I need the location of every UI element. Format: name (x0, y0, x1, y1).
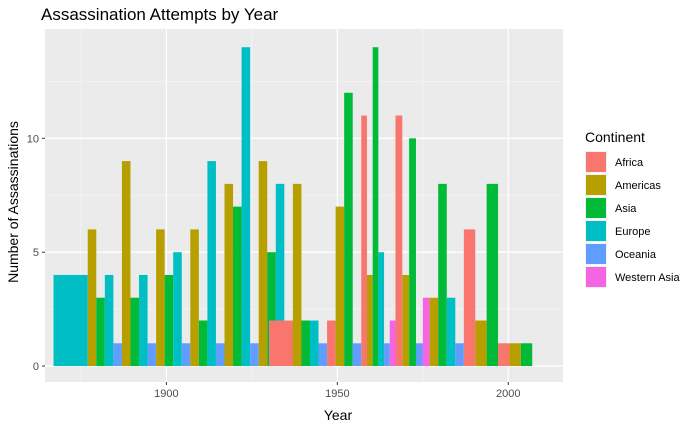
legend: Continent Africa Americas Asia Europe Oceani… (585, 129, 680, 288)
bar-europe (207, 161, 216, 367)
bar-europe (275, 183, 285, 367)
x-tick-label: 1900 (154, 388, 178, 400)
bar-asia (409, 138, 416, 367)
legend-item-oceania: Oceania (585, 243, 657, 265)
bar-asia (96, 297, 105, 367)
bar-oceania (147, 343, 157, 367)
bar-asia (267, 252, 276, 367)
y-tick-label: 10 (27, 133, 39, 145)
bar-asia (438, 183, 447, 367)
y-tick-label: 0 (33, 361, 39, 373)
legend-item-africa: Africa (585, 151, 644, 173)
x-axis-title: Year (324, 407, 353, 423)
y-axis-title: Number of Assassinations (5, 121, 21, 283)
bar-western-asia (422, 297, 430, 367)
x-tick-label: 1950 (325, 388, 349, 400)
legend-label: Africa (615, 157, 644, 169)
legend-item-europe: Europe (585, 220, 650, 242)
bar-americas (258, 161, 268, 367)
bar-asia (486, 183, 499, 367)
legend-swatch (586, 244, 606, 264)
bar-americas (190, 229, 199, 367)
legend-label: Western Asia (615, 272, 680, 284)
legend-label: Asia (615, 203, 637, 215)
bar-oceania (250, 343, 259, 367)
bar-europe (446, 297, 456, 367)
bar-americas (335, 206, 345, 367)
bar-asia (164, 274, 174, 367)
y-tick-label: 5 (33, 247, 39, 259)
bar-oceania (113, 343, 122, 367)
legend-label: Europe (615, 226, 650, 238)
y-axis: 0 5 10 (27, 133, 45, 373)
bar-africa (327, 320, 336, 367)
legend-swatch (586, 175, 606, 195)
legend-item-americas: Americas (585, 174, 661, 196)
bar-africa (361, 115, 367, 367)
bar-americas (224, 183, 234, 367)
bar-americas (402, 274, 410, 367)
bar-oceania (181, 343, 191, 367)
bar-americas (292, 183, 302, 367)
legend-title: Continent (585, 129, 645, 145)
legend-item-asia: Asia (585, 197, 637, 219)
bar-americas (121, 161, 131, 367)
bar-americas (366, 274, 373, 367)
bar-oceania (318, 343, 328, 367)
bar-oceania (384, 343, 390, 367)
bar-europe (53, 274, 88, 367)
bar-americas (475, 320, 487, 367)
bar-oceania (455, 343, 464, 367)
bar-europe (378, 252, 385, 367)
bar-oceania (415, 343, 423, 367)
bar-asia (372, 47, 379, 367)
bar-africa (395, 115, 403, 367)
bar-europe (173, 252, 182, 367)
bar-asia (198, 320, 208, 367)
bar-asia (344, 92, 353, 367)
bar-americas (429, 297, 439, 367)
bar-americas (87, 229, 97, 367)
bar-western-asia (389, 320, 396, 367)
x-tick-label: 2000 (496, 388, 520, 400)
legend-swatch (586, 198, 606, 218)
legend-label: Americas (615, 180, 661, 192)
bar-asia (301, 320, 310, 367)
bar-asia (520, 343, 533, 367)
bar-europe (139, 274, 148, 367)
legend-swatch (586, 267, 606, 287)
bar-oceania (215, 343, 225, 367)
legend-swatch (586, 221, 606, 241)
bar-oceania (352, 343, 362, 367)
bar-asia (233, 206, 242, 367)
legend-item-western-asia: Western Asia (585, 266, 680, 288)
bar-americas (156, 229, 165, 367)
bar-europe (241, 47, 251, 367)
bar-africa (498, 343, 510, 367)
bars (53, 47, 533, 367)
legend-label: Oceania (615, 249, 657, 261)
bar-europe (309, 320, 319, 367)
bar-asia (130, 297, 140, 367)
bar-africa (463, 229, 476, 367)
bar-europe (104, 274, 114, 367)
chart-title: Assassination Attempts by Year (41, 5, 279, 24)
x-axis: 1900 1950 2000 (154, 382, 521, 400)
legend-swatch (586, 152, 606, 172)
bar-americas (509, 343, 521, 367)
